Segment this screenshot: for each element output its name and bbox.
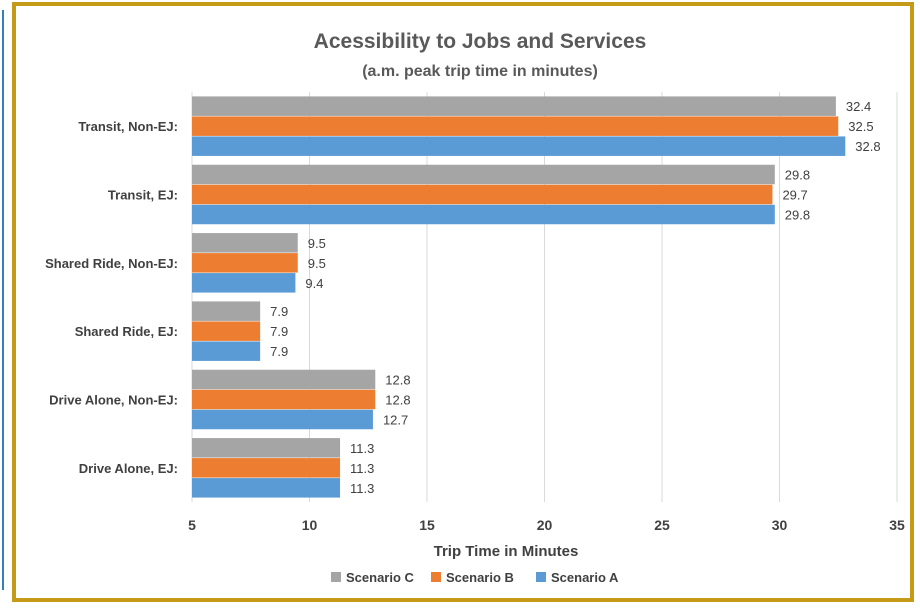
bar [192,478,341,498]
x-tick-label: 30 [772,517,788,533]
bar [192,273,296,293]
data-label: 32.5 [848,119,873,134]
left-accent-rule [2,10,4,590]
data-label: 29.8 [785,168,810,183]
bar [192,341,261,361]
category-label: Drive Alone, Non-EJ: [49,393,178,408]
data-label: 9.5 [308,236,326,251]
data-label: 11.3 [350,481,374,496]
data-label: 12.8 [385,393,410,408]
legend: Scenario C Scenario B Scenario A [331,570,619,585]
legend-label: Scenario B [446,570,514,585]
data-label: 7.9 [270,324,288,339]
x-tick-label: 15 [419,517,435,533]
bar [192,96,836,116]
category-label: Transit, Non-EJ: [78,119,178,134]
category-label: Shared Ride, EJ: [75,324,178,339]
legend-swatch [431,572,441,582]
category-label: Shared Ride, Non-EJ: [45,256,178,271]
data-labels: 32.4 32.5 32.8 29.8 29.7 29.8 9.5 9.5 9.4 7.9 7.9 7… [270,99,880,496]
bar [192,164,775,185]
bar [192,204,775,225]
bar [192,389,376,410]
bar [192,136,846,156]
category-label: Transit, EJ: [108,188,178,203]
chart-title: Acessibility to Jobs and Services [314,30,647,53]
data-label: 11.3 [350,461,374,476]
data-label: 12.7 [383,413,408,428]
chart-subtitle: (a.m. peak trip time in minutes) [362,63,598,80]
bar [192,233,298,253]
bar [192,369,376,390]
legend-label: Scenario A [551,570,619,585]
bar [192,409,373,430]
data-label: 7.9 [270,344,288,359]
legend-swatch [536,572,546,582]
data-label: 9.4 [305,276,323,291]
x-tick-label: 25 [654,517,670,533]
category-labels: Transit, Non-EJ: Transit, EJ: Shared Ride,… [45,119,178,476]
bar [192,184,773,205]
data-label: 29.7 [782,188,807,203]
legend-label: Scenario C [346,570,415,585]
bar [192,253,298,273]
data-label: 32.8 [855,139,880,154]
bar [192,458,341,478]
legend-swatch [331,572,341,582]
x-axis-title: Trip Time in Minutes [434,543,579,560]
x-tick-labels: 5 10 15 20 25 30 35 [188,517,905,533]
data-label: 29.8 [785,208,810,223]
bar [192,438,341,458]
bars [192,96,846,498]
x-tick-label: 20 [537,517,553,533]
x-tick-label: 35 [889,517,905,533]
data-label: 12.8 [385,373,410,388]
data-label: 11.3 [350,441,374,456]
bar [192,321,261,341]
data-label: 32.4 [846,99,871,114]
data-label: 9.5 [308,256,326,271]
data-label: 7.9 [270,304,288,319]
x-tick-label: 10 [302,517,318,533]
category-label: Drive Alone, EJ: [79,461,178,476]
x-tick-label: 5 [188,517,196,533]
bar [192,301,261,321]
bar [192,116,839,136]
gridlines [191,92,898,502]
